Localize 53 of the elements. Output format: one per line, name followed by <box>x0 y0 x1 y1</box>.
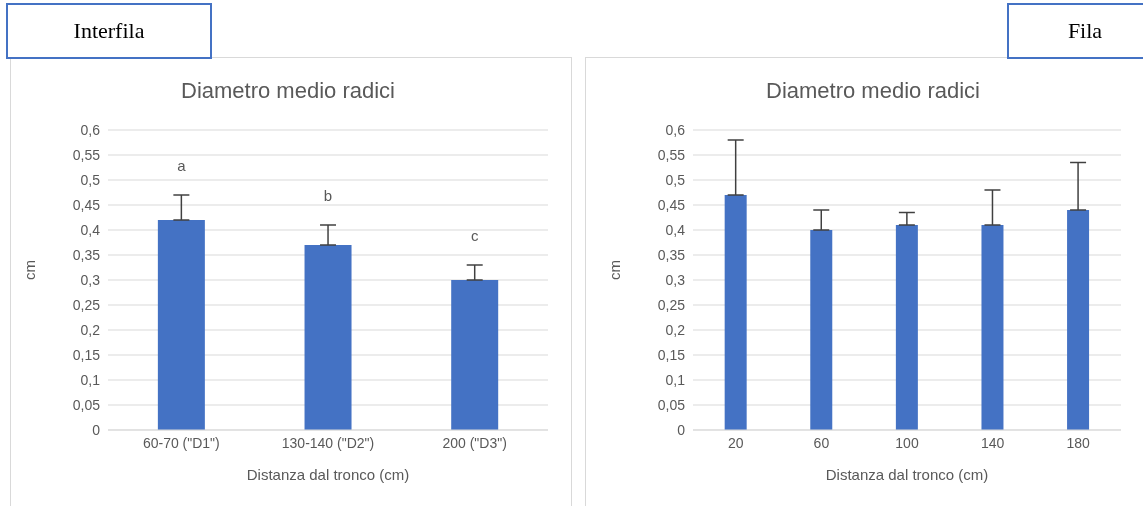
bar <box>157 220 205 430</box>
y-tick-label: 0,45 <box>72 196 101 213</box>
bar <box>810 230 833 430</box>
y-tick-label: 0,3 <box>665 271 686 288</box>
text: Interfila <box>6 3 212 59</box>
y-tick-label: 0,15 <box>72 346 101 363</box>
y-tick-label: 0,1 <box>80 371 101 388</box>
y-tick-label: 0 <box>92 421 101 438</box>
y-tick-label: 0,35 <box>72 246 101 263</box>
bar <box>981 225 1004 430</box>
x-tick-label: 130-140 ("D2") <box>281 434 375 451</box>
text: Fila <box>1007 3 1143 59</box>
y-tick-label: 0,25 <box>657 296 686 313</box>
y-tick-label: 0,05 <box>72 396 101 413</box>
annotation: c <box>470 227 479 244</box>
y-tick-label: 0,3 <box>80 271 101 288</box>
y-tick-label: 0,2 <box>80 321 101 338</box>
x-tick-label: 140 <box>980 434 1005 451</box>
y-tick-label: 0,6 <box>80 121 101 138</box>
x-tick-label: 100 <box>895 434 919 451</box>
y-tick-label: 0,35 <box>657 246 686 263</box>
chart-title: Diametro medio radici <box>180 78 396 104</box>
y-tick-label: 0,25 <box>72 296 101 313</box>
y-tick-label: 0 <box>677 421 686 438</box>
x-tick-label: 60 <box>813 434 830 451</box>
chart-title: Diametro medio radici <box>765 78 981 104</box>
x-tick-label: 20 <box>728 434 744 451</box>
bar <box>451 280 499 430</box>
x-tick-label: 180 <box>1066 434 1091 451</box>
bar <box>1067 210 1090 430</box>
annotation: a <box>177 157 187 174</box>
y-tick-label: 0,4 <box>665 221 686 238</box>
y-tick-label: 0,4 <box>80 221 101 238</box>
x-axis-title: Distanza dal tronco (cm) <box>246 466 410 483</box>
bar <box>895 225 918 430</box>
y-tick-label: 0,2 <box>665 321 686 338</box>
y-tick-label: 0,05 <box>657 396 686 413</box>
y-axis-title: cm <box>606 260 624 280</box>
x-axis-title: Distanza dal tronco (cm) <box>825 466 989 483</box>
y-tick-label: 0,15 <box>657 346 686 363</box>
y-tick-label: 0,6 <box>665 121 686 138</box>
bar <box>724 195 747 430</box>
x-tick-label: 200 ("D3") <box>442 434 507 451</box>
annotation: b <box>323 187 333 204</box>
bar <box>304 245 352 430</box>
y-tick-label: 0,5 <box>665 171 686 188</box>
y-axis-title: cm <box>21 260 39 280</box>
x-tick-label: 60-70 ("D1") <box>142 434 220 451</box>
y-tick-label: 0,55 <box>72 146 101 163</box>
y-tick-label: 0,45 <box>657 196 686 213</box>
y-tick-label: 0,5 <box>80 171 101 188</box>
y-tick-label: 0,55 <box>657 146 686 163</box>
y-tick-label: 0,1 <box>665 371 686 388</box>
